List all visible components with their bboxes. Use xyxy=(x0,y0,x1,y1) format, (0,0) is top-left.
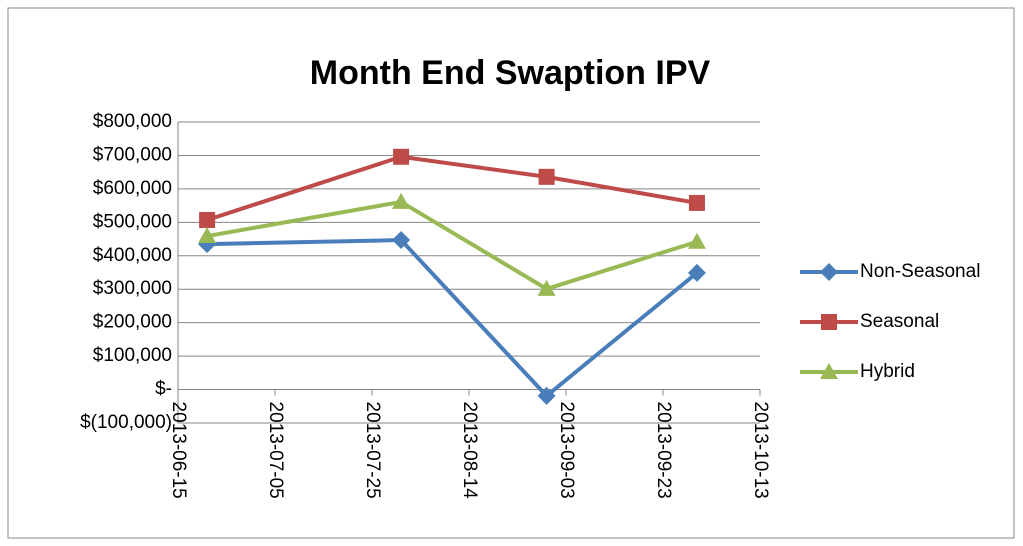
marker xyxy=(392,192,411,209)
x-tick-label: 2013-07-05 xyxy=(265,402,286,499)
marker xyxy=(393,148,410,165)
marker xyxy=(687,263,706,282)
x-tick-label: 2013-09-23 xyxy=(653,402,674,499)
marker xyxy=(198,227,217,244)
y-tick-label: $700,000 xyxy=(93,144,172,165)
y-tick-label: $- xyxy=(155,379,172,400)
y-tick-label: $500,000 xyxy=(93,211,172,232)
x-tick-label: 2013-08-14 xyxy=(459,402,480,500)
series-line xyxy=(206,199,698,292)
marker xyxy=(392,231,411,250)
legend-label: Seasonal xyxy=(860,311,939,332)
chart-title: Month End Swaption IPV xyxy=(310,54,711,92)
y-tick-label: $300,000 xyxy=(93,278,172,299)
series-line xyxy=(206,154,698,222)
x-tick-label: 2013-10-13 xyxy=(750,402,771,499)
series-line xyxy=(207,238,699,399)
y-tick-label: $600,000 xyxy=(93,178,172,199)
y-tick-label: $(100,000) xyxy=(80,412,172,433)
y-tick-label: $400,000 xyxy=(93,245,172,266)
marker xyxy=(537,386,556,405)
marker xyxy=(537,279,556,296)
y-tick-label: $100,000 xyxy=(93,345,172,366)
marker xyxy=(820,363,838,379)
y-tick-label: $800,000 xyxy=(93,111,172,132)
y-tick-label: $200,000 xyxy=(93,312,172,333)
marker xyxy=(820,263,838,281)
legend-label: Non-Seasonal xyxy=(860,261,980,282)
marker xyxy=(538,168,555,185)
marker xyxy=(821,314,837,330)
marker xyxy=(687,232,706,249)
legend-label: Hybrid xyxy=(860,361,915,382)
marker xyxy=(688,194,705,211)
marker xyxy=(199,211,216,228)
x-tick-label: 2013-06-15 xyxy=(168,402,189,499)
x-tick-label: 2013-07-25 xyxy=(362,402,383,499)
x-tick-label: 2013-09-03 xyxy=(556,402,577,499)
